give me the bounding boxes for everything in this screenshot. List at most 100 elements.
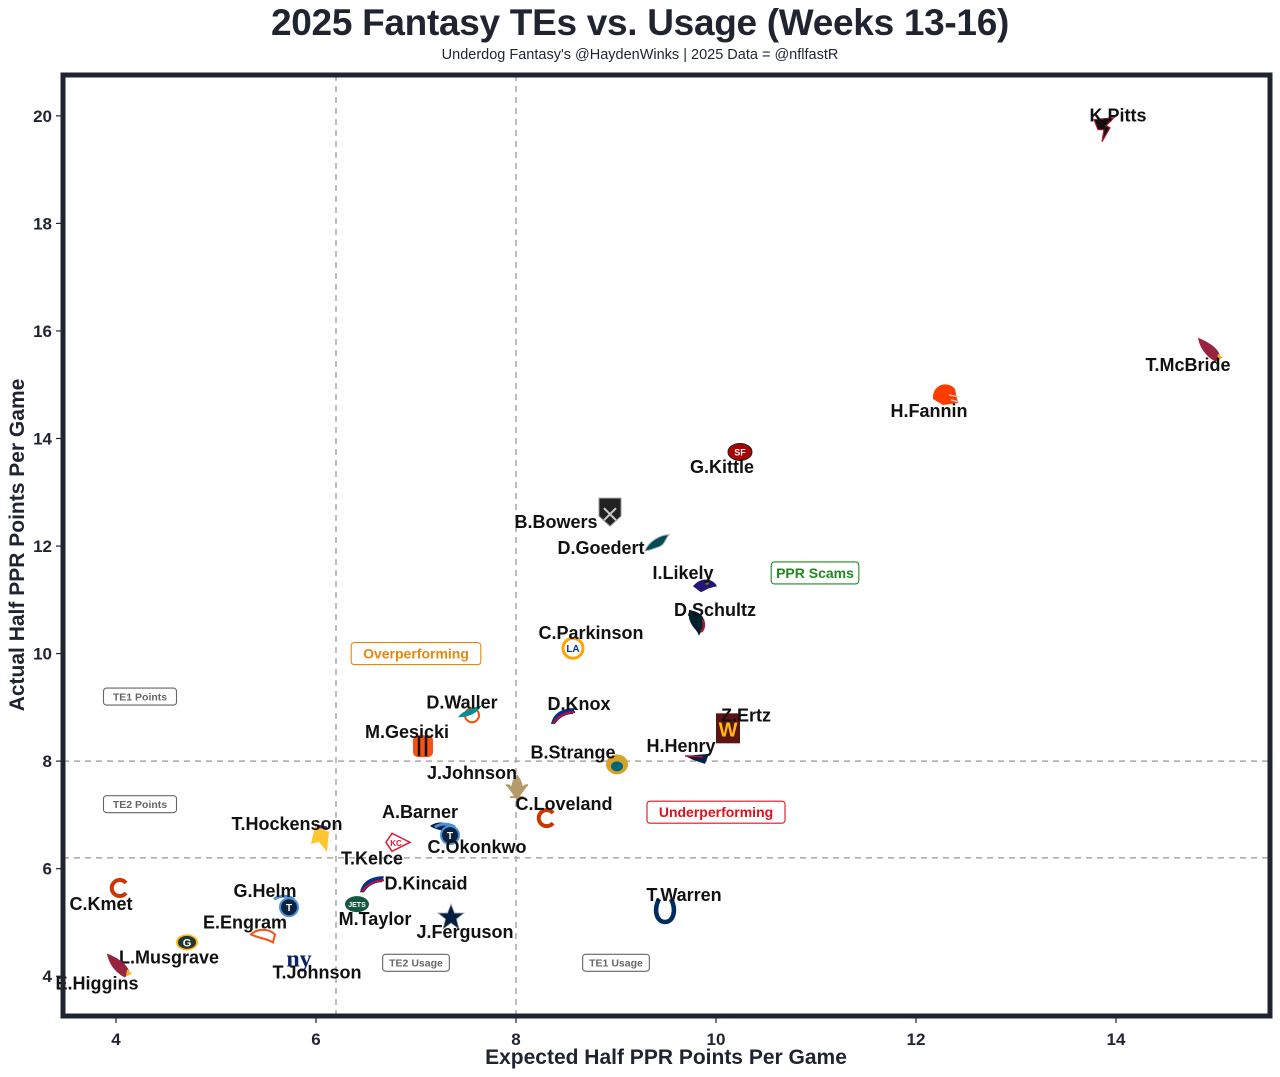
point-label: Z.Ertz — [721, 705, 771, 725]
y-tick-label: 20 — [33, 107, 52, 126]
point-label: E.Engram — [203, 912, 287, 932]
x-axis-title: Expected Half PPR Points Per Game — [485, 1046, 847, 1069]
eagle-head — [644, 534, 671, 552]
data-point: WZ.Ertz — [716, 705, 771, 744]
arrowhead-icon: KC — [385, 832, 412, 853]
falcon-icon — [1093, 116, 1116, 142]
data-point: B.Bowers — [514, 497, 622, 532]
arrowhead-shape — [385, 832, 412, 853]
patriot-stripe — [684, 755, 704, 758]
data-point: J.Ferguson — [416, 902, 514, 942]
bison-icon — [551, 707, 576, 725]
data-point: T.Warren — [646, 885, 722, 925]
annotation-box — [382, 953, 450, 972]
falcon-shape — [1093, 116, 1116, 142]
annotation-box — [770, 561, 860, 585]
star-shape — [436, 902, 466, 931]
g-logo-fill — [178, 935, 196, 949]
kc-letters: KC — [390, 839, 402, 848]
annotation-box — [646, 800, 786, 824]
jets-oval — [345, 896, 369, 913]
data-point: J.Johnson — [427, 763, 529, 803]
data-point: SFG.Kittle — [690, 442, 754, 477]
annotation-text: Overperforming — [363, 646, 469, 662]
point-label: D.Kincaid — [384, 873, 467, 893]
y-tick-label: 6 — [43, 860, 52, 879]
y-axis-title: Actual Half PPR Points Per Game — [6, 379, 29, 712]
data-point: K.Pitts — [1089, 106, 1147, 142]
dolphin-icon — [458, 705, 482, 724]
annotation-label: PPR Scams — [770, 561, 860, 585]
annotations: PPR ScamsOverperformingUnderperformingTE… — [102, 561, 860, 972]
point-label: C.Okonkwo — [427, 837, 526, 857]
x-tick-label: 4 — [111, 1030, 121, 1049]
point-label: C.Kmet — [69, 894, 132, 914]
cardinal-beak — [1217, 353, 1223, 361]
data-point: T G.Helm — [233, 881, 299, 918]
y-tick-label: 14 — [33, 429, 52, 448]
c-icon — [109, 878, 128, 899]
data-point: GL.Musgrave — [119, 934, 219, 967]
annotation-label: Underperforming — [646, 800, 786, 824]
titans-icon: T — [273, 894, 299, 918]
data-point: E.Engram — [203, 912, 287, 945]
point-label: K.Pitts — [1089, 106, 1146, 126]
x-axis: 4 6 8 10 12 14 — [111, 1018, 1126, 1049]
data-point: D.Knox — [548, 694, 611, 725]
shield-icon — [598, 497, 622, 527]
dolphin-body — [458, 705, 482, 718]
point-label: H.Fannin — [891, 401, 968, 421]
titans-t: T — [447, 831, 453, 842]
point-label: M.Gesicki — [365, 722, 449, 742]
point-label: J.Johnson — [427, 763, 517, 783]
bull-head — [688, 609, 705, 636]
y-tick-label: 10 — [33, 645, 52, 664]
y-tick-label: 12 — [33, 537, 52, 556]
viking-helmet — [316, 824, 328, 830]
cardinal-beak — [126, 969, 132, 977]
x-tick-label: 12 — [907, 1030, 926, 1049]
point-label: T.Johnson — [273, 962, 362, 982]
data-point: E.Higgins — [55, 953, 139, 993]
w-logo-bg — [716, 713, 740, 744]
viking-hair — [311, 826, 329, 853]
point-label: M.Taylor — [339, 909, 412, 929]
la-icon: LA — [561, 636, 585, 660]
y-tick-label: 18 — [33, 214, 52, 233]
jaguar-mouth — [611, 761, 623, 772]
bengals-stripes — [417, 736, 428, 757]
titans-t: T — [286, 903, 292, 914]
annotation-text: TE1 Points — [113, 691, 167, 703]
b-stripes-icon — [413, 735, 433, 758]
cardinal-head — [107, 953, 129, 978]
patriot-icon — [684, 753, 709, 764]
point-label: D.Waller — [426, 692, 497, 712]
data-point: D.Schultz — [674, 600, 756, 636]
raven-icon — [693, 579, 717, 593]
annotation-box — [350, 642, 482, 666]
annotation-text: TE2 Points — [113, 799, 167, 811]
x-tick-label: 6 — [311, 1030, 320, 1049]
star-icon — [436, 902, 466, 931]
point-label: D.Knox — [548, 694, 611, 714]
horseshoe-shape — [653, 897, 677, 925]
viking-icon — [311, 824, 329, 853]
jaguar-icon — [606, 754, 628, 775]
c-icon — [536, 808, 555, 829]
annotation-label: TE1 Usage — [582, 953, 650, 972]
point-label: A.Barner — [382, 802, 458, 822]
fleur-de-lis-shape — [505, 774, 529, 803]
raven-eye — [705, 581, 709, 585]
point-label: D.Schultz — [674, 600, 756, 620]
point-label: I.Likely — [652, 563, 713, 583]
data-point: C.Loveland — [515, 794, 613, 829]
annotation-text: Underperforming — [659, 804, 773, 820]
annotation-box — [582, 953, 650, 972]
eagle-icon — [644, 534, 671, 552]
point-label: G.Kittle — [690, 457, 754, 477]
data-point: nyT.Johnson — [273, 946, 362, 982]
g-logo-letter: G — [183, 937, 192, 949]
titans-flame — [434, 822, 456, 829]
cardinal-icon — [107, 953, 132, 978]
